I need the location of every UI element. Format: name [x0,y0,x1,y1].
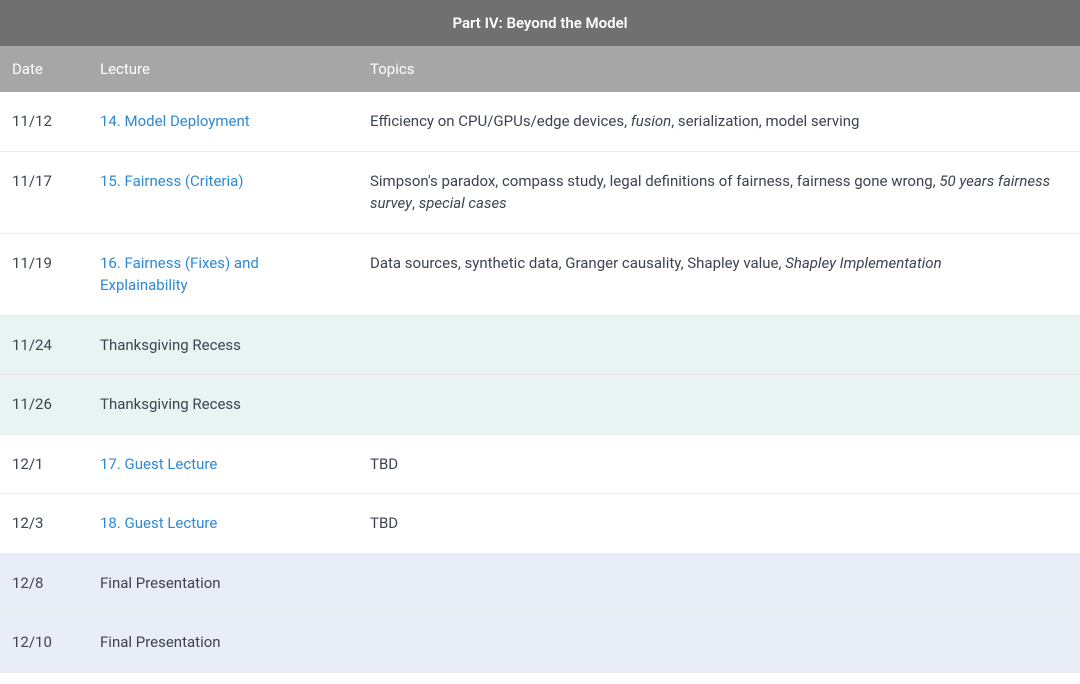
table-body: 11/12 14. Model Deployment Efficiency on C… [0,92,1080,673]
table-row: 11/17 15. Fairness (Criteria) Simpson's pa… [0,152,1080,234]
row-topics [358,375,1080,434]
topic-text: , [412,194,419,212]
row-date: 12/10 [0,613,88,672]
topic-italic: Shapley Implementation [785,254,941,272]
row-topics [358,613,1080,672]
row-lecture: Thanksgiving Recess [88,316,358,375]
row-lecture: 18. Guest Lecture [88,494,358,553]
row-date: 12/8 [0,554,88,613]
table-row: 11/12 14. Model Deployment Efficiency on C… [0,92,1080,152]
row-topics [358,316,1080,375]
row-topics [358,554,1080,613]
topic-text: Simpson's paradox, compass study, legal … [370,172,939,190]
lecture-label: Thanksgiving Recess [100,395,241,413]
lecture-link[interactable]: 15. Fairness (Criteria) [100,172,244,190]
lecture-link[interactable]: 18. Guest Lecture [100,514,217,532]
topic-text: Efficiency on CPU/GPUs/edge devices, [370,112,631,130]
row-lecture: Final Presentation [88,613,358,672]
lecture-link[interactable]: 14. Model Deployment [100,112,250,130]
row-date: 11/12 [0,92,88,151]
row-topics: Efficiency on CPU/GPUs/edge devices, fus… [358,92,1080,151]
row-lecture: 16. Fairness (Fixes) and Explainability [88,234,358,315]
topic-text: TBD [370,455,398,473]
table-row: 11/24 Thanksgiving Recess [0,316,1080,376]
header-date: Date [0,46,88,92]
row-topics: TBD [358,435,1080,494]
header-lecture: Lecture [88,46,358,92]
topic-text: , serialization, model serving [671,112,859,130]
table-header: Date Lecture Topics [0,46,1080,92]
topic-text: Data sources, synthetic data, Granger ca… [370,254,785,272]
lecture-label: Thanksgiving Recess [100,336,241,354]
section-title: Part IV: Beyond the Model [0,0,1080,46]
table-row: 11/19 16. Fairness (Fixes) and Explainabi… [0,234,1080,316]
row-lecture: Thanksgiving Recess [88,375,358,434]
table-row: 11/26 Thanksgiving Recess [0,375,1080,435]
table-row: 12/8 Final Presentation [0,554,1080,614]
row-date: 11/24 [0,316,88,375]
topic-italic: special cases [419,194,507,212]
topic-text: TBD [370,514,398,532]
row-topics: TBD [358,494,1080,553]
table-row: 12/1 17. Guest Lecture TBD [0,435,1080,495]
lecture-link[interactable]: 16. Fairness (Fixes) and Explainability [100,254,259,295]
row-topics: Data sources, synthetic data, Granger ca… [358,234,1080,315]
row-topics: Simpson's paradox, compass study, legal … [358,152,1080,233]
lecture-label: Final Presentation [100,633,221,651]
table-row: 12/10 Final Presentation [0,613,1080,673]
header-topics: Topics [358,46,1080,92]
table-row: 12/3 18. Guest Lecture TBD [0,494,1080,554]
row-lecture: 14. Model Deployment [88,92,358,151]
row-date: 12/1 [0,435,88,494]
row-date: 11/17 [0,152,88,233]
row-date: 11/19 [0,234,88,315]
lecture-label: Final Presentation [100,574,221,592]
topic-italic: fusion [631,112,671,130]
row-lecture: Final Presentation [88,554,358,613]
lecture-link[interactable]: 17. Guest Lecture [100,455,217,473]
row-lecture: 15. Fairness (Criteria) [88,152,358,233]
row-date: 11/26 [0,375,88,434]
row-date: 12/3 [0,494,88,553]
row-lecture: 17. Guest Lecture [88,435,358,494]
